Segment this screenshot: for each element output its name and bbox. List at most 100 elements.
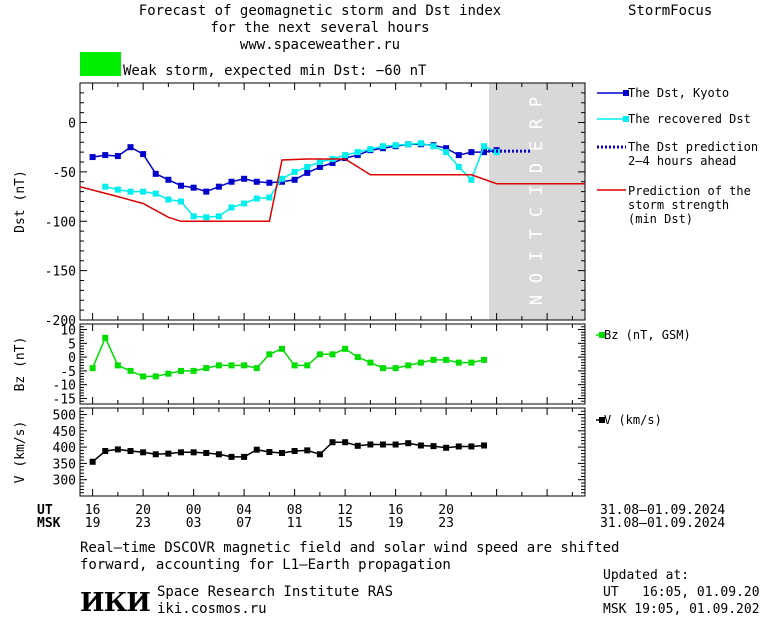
msk-tick-label: 23 xyxy=(438,516,454,531)
data-point-the-dst-kyoto xyxy=(291,176,298,183)
data-point-the-recovered-dst xyxy=(140,188,147,195)
data-point-bz-nt-gsm xyxy=(279,345,285,352)
data-point-bz-nt-gsm xyxy=(140,373,147,380)
data-point-bz-nt-gsm xyxy=(329,351,336,358)
data-point-v-km-s xyxy=(241,453,248,460)
data-point-v-km-s xyxy=(405,440,412,447)
iki-logo: ИКИ xyxy=(80,588,151,618)
data-point-the-recovered-dst xyxy=(215,213,222,220)
msk-tick-label: 07 xyxy=(236,516,252,531)
storm-level-label: Weak storm, expected min Dst: −60 nT xyxy=(123,63,427,79)
data-point-the-dst-kyoto xyxy=(190,184,197,191)
data-point-bz-nt-gsm xyxy=(266,351,273,358)
data-point-v-km-s xyxy=(417,442,424,449)
legend-bz-label: Bz (nT, GSM) xyxy=(604,328,691,342)
panel-frame xyxy=(79,323,586,405)
data-point-bz-nt-gsm xyxy=(127,367,134,374)
data-point-bz-nt-gsm xyxy=(392,365,399,372)
msk-tick-label: 03 xyxy=(185,516,202,531)
title-line-1: Forecast of geomagnetic storm and Dst in… xyxy=(138,3,502,19)
data-point-bz-nt-gsm xyxy=(430,356,437,363)
data-point-the-recovered-dst xyxy=(367,146,374,153)
data-point-the-dst-kyoto xyxy=(253,178,260,185)
legend-storm-strength-label: Prediction of the storm strength (min Ds… xyxy=(628,184,751,226)
data-point-the-recovered-dst xyxy=(279,175,285,182)
data-point-the-dst-kyoto xyxy=(468,149,475,156)
y-tick-label: 500 xyxy=(53,409,76,424)
data-point-the-dst-kyoto xyxy=(203,188,210,195)
data-point-the-dst-kyoto xyxy=(443,145,450,152)
data-point-the-recovered-dst xyxy=(291,168,298,175)
data-point-bz-nt-gsm xyxy=(468,359,475,366)
data-point-v-km-s xyxy=(114,446,121,453)
data-point-v-km-s xyxy=(291,448,298,455)
data-point-the-recovered-dst xyxy=(468,176,475,183)
msk-date-range: 31.08–01.09.2024 xyxy=(600,516,726,531)
prediction-letter: I xyxy=(527,185,547,195)
y-tick-label: -200 xyxy=(45,314,76,329)
legend-dst-kyoto-label: The Dst, Kyoto xyxy=(628,86,730,100)
y-tick-label: 0 xyxy=(68,351,76,366)
ut-tick-label: 08 xyxy=(286,503,303,518)
data-point-the-dst-kyoto xyxy=(127,144,134,151)
data-point-v-km-s xyxy=(342,439,349,446)
prediction-letter: C xyxy=(527,207,547,217)
data-point-the-recovered-dst xyxy=(165,196,172,203)
data-point-bz-nt-gsm xyxy=(405,362,412,369)
title-line-3[interactable]: www.spaceweather.ru xyxy=(239,37,401,53)
series-line-bz-nt-gsm xyxy=(91,335,485,378)
legend-v-swatch-marker xyxy=(599,417,605,423)
series-line-the-dst-kyoto xyxy=(92,143,497,193)
ut-tick-label: 12 xyxy=(337,503,353,518)
data-point-bz-nt-gsm xyxy=(253,365,260,372)
msk-tick-label: 15 xyxy=(337,516,353,531)
msk-tick-label: 11 xyxy=(286,516,303,531)
series-line-prediction-of-the-storm-strength-min-dst xyxy=(80,158,585,223)
data-point-v-km-s xyxy=(228,453,235,460)
data-point-v-km-s xyxy=(392,441,399,448)
data-point-the-dst-kyoto xyxy=(266,179,273,186)
y-tick-label: 10 xyxy=(60,324,76,339)
data-point-v-km-s xyxy=(481,442,487,449)
data-point-the-recovered-dst xyxy=(455,163,462,170)
data-point-bz-nt-gsm xyxy=(304,362,311,369)
data-point-the-recovered-dst xyxy=(178,198,184,205)
data-point-v-km-s xyxy=(304,447,311,454)
data-point-v-km-s xyxy=(102,448,109,455)
y-tick-label: 5 xyxy=(68,337,76,352)
data-point-bz-nt-gsm xyxy=(89,365,96,372)
data-point-the-dst-kyoto xyxy=(140,151,147,158)
footer-note-line-1: Real–time DSCOVR magnetic field and sola… xyxy=(80,540,620,556)
prediction-letter: N xyxy=(527,295,547,305)
data-point-v-km-s xyxy=(89,458,96,465)
data-point-v-km-s xyxy=(443,444,450,451)
chart-panel-1: P R E D I C T I O N 0 -50 -100 -150 -200 Dst (nT) xyxy=(13,82,586,329)
prediction-letter: T xyxy=(527,229,547,239)
institute-site[interactable]: iki.cosmos.ru xyxy=(157,601,267,617)
data-point-the-dst-kyoto xyxy=(228,178,235,185)
ut-tick-label: 20 xyxy=(438,503,454,518)
y-axis-title: Bz (nT) xyxy=(13,337,28,392)
legend-dst-kyoto-swatch-marker xyxy=(623,90,629,96)
y-axis-title: V (km/s) xyxy=(13,421,28,484)
legend-recovered-dst-label: The recovered Dst xyxy=(628,112,751,126)
y-tick-label: -150 xyxy=(45,265,76,280)
data-point-bz-nt-gsm xyxy=(367,359,374,366)
data-point-the-dst-kyoto xyxy=(329,159,336,166)
data-point-v-km-s xyxy=(190,449,197,456)
prediction-letter: I xyxy=(527,251,547,261)
ut-tick-label: 16 xyxy=(84,503,101,518)
y-tick-label: 300 xyxy=(53,474,76,489)
data-point-v-km-s xyxy=(380,441,386,448)
data-point-v-km-s xyxy=(127,448,134,455)
data-point-the-recovered-dst xyxy=(266,194,273,201)
data-point-v-km-s xyxy=(253,446,260,453)
legend-v-label: V (km/s) xyxy=(604,413,662,427)
ut-tick-label: 16 xyxy=(387,503,404,518)
data-point-the-recovered-dst xyxy=(114,186,121,193)
data-point-the-dst-kyoto xyxy=(89,154,96,161)
data-point-v-km-s xyxy=(367,441,374,448)
data-point-the-dst-kyoto xyxy=(316,163,323,170)
msk-tick-label: 19 xyxy=(84,516,101,531)
